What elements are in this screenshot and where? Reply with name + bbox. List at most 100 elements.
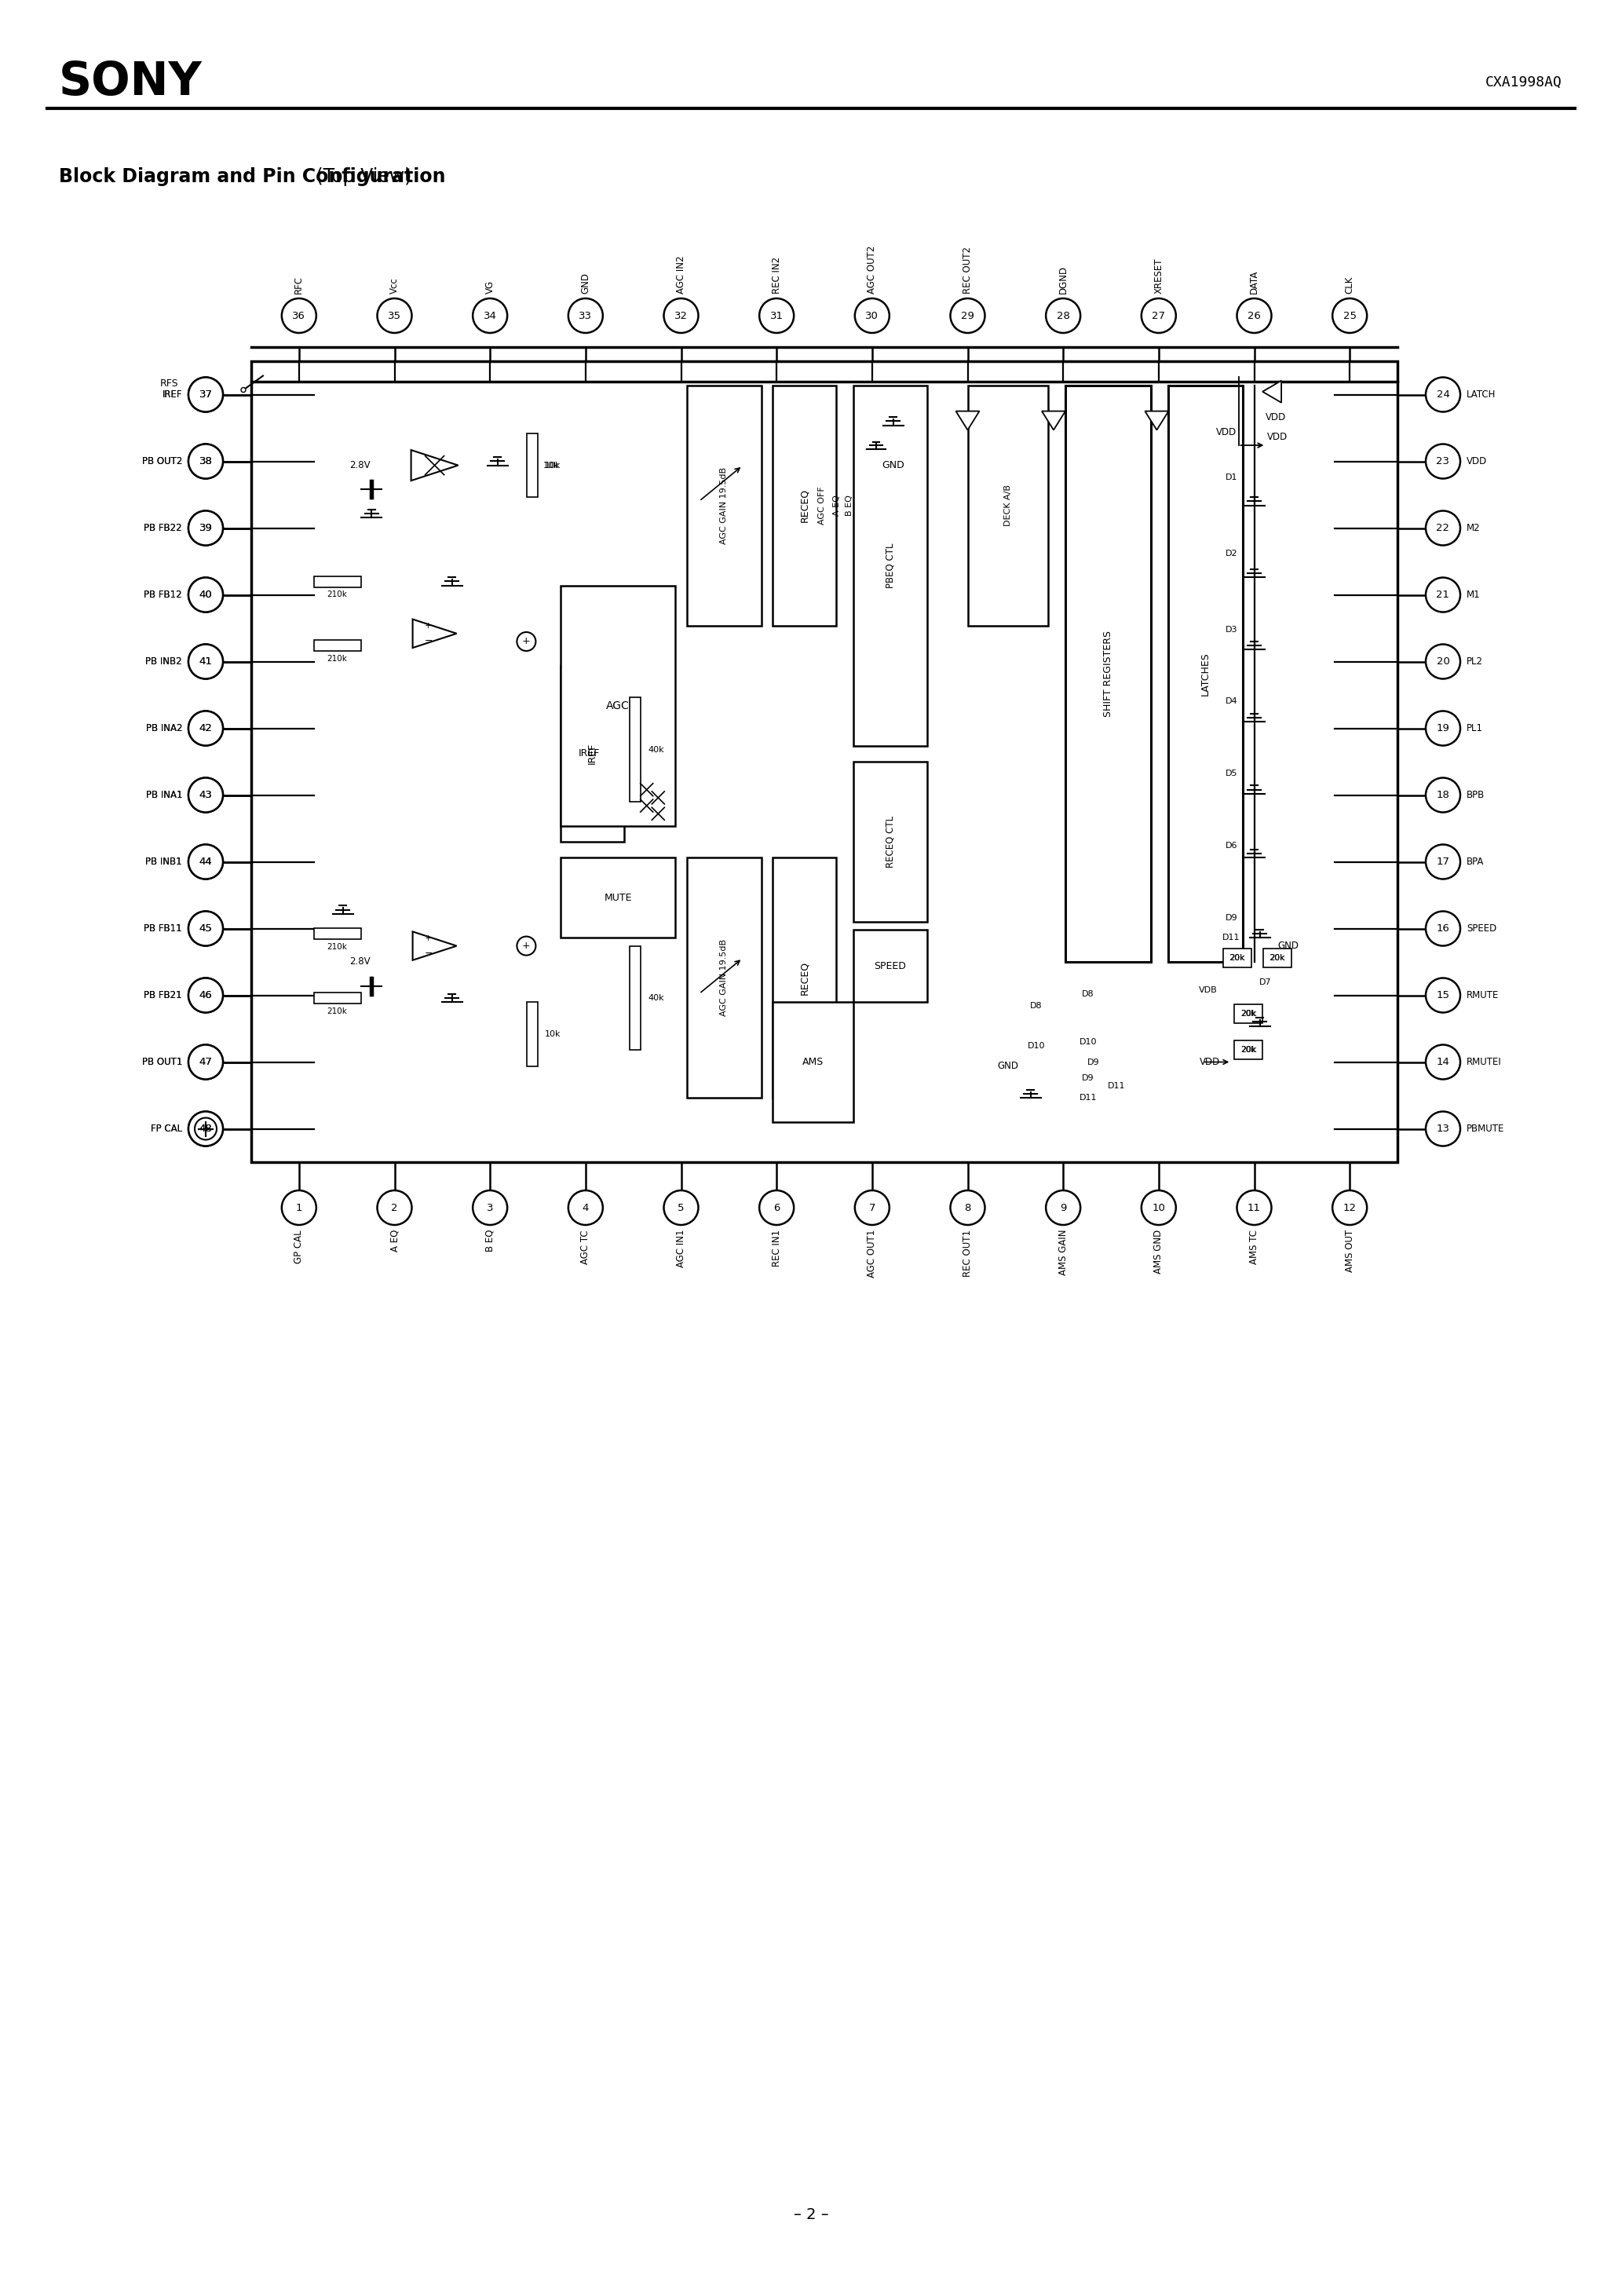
Text: 2.8V: 2.8V xyxy=(350,957,370,967)
Circle shape xyxy=(1426,1045,1460,1079)
Text: VDD: VDD xyxy=(1267,432,1288,443)
Text: 39: 39 xyxy=(200,523,212,533)
Text: VDD: VDD xyxy=(1265,413,1286,422)
Circle shape xyxy=(188,778,222,813)
Text: 10k: 10k xyxy=(545,1031,561,1038)
Text: PB INB2: PB INB2 xyxy=(146,657,182,666)
Text: A EQ: A EQ xyxy=(834,496,840,517)
Text: VDB: VDB xyxy=(1199,985,1218,994)
Text: VDD: VDD xyxy=(1466,457,1487,466)
Bar xyxy=(772,859,835,1097)
Text: 24: 24 xyxy=(1437,390,1450,400)
Text: AGC IN1: AGC IN1 xyxy=(676,1231,686,1267)
Text: AMS GND: AMS GND xyxy=(1153,1231,1163,1274)
Text: −: − xyxy=(425,636,433,647)
Text: 35: 35 xyxy=(388,310,401,321)
Text: 27: 27 xyxy=(1152,310,1165,321)
Bar xyxy=(629,698,641,801)
Text: 42: 42 xyxy=(200,723,212,732)
Text: IREF: IREF xyxy=(162,390,182,400)
Text: 37: 37 xyxy=(200,390,212,400)
Text: SPEED: SPEED xyxy=(1466,923,1497,934)
Polygon shape xyxy=(1262,381,1281,402)
Bar xyxy=(1223,948,1251,967)
Circle shape xyxy=(1046,298,1080,333)
Bar xyxy=(853,930,928,1001)
Text: 26: 26 xyxy=(1247,310,1260,321)
Text: D9: D9 xyxy=(1088,1058,1100,1065)
Text: 210k: 210k xyxy=(328,654,347,664)
Circle shape xyxy=(188,377,222,411)
Text: 43: 43 xyxy=(200,790,212,799)
Text: RMUTE: RMUTE xyxy=(1466,990,1499,1001)
Text: IREF: IREF xyxy=(587,744,597,765)
Text: IREF: IREF xyxy=(579,748,600,758)
Circle shape xyxy=(188,645,222,680)
Circle shape xyxy=(282,298,316,333)
Text: 20k: 20k xyxy=(1241,1047,1255,1054)
Text: 40k: 40k xyxy=(647,994,663,1001)
Text: 20k: 20k xyxy=(1229,953,1244,962)
Text: 210k: 210k xyxy=(328,1008,347,1015)
Circle shape xyxy=(188,712,222,746)
Text: PB FB11: PB FB11 xyxy=(144,923,182,934)
Text: 20k: 20k xyxy=(1241,1010,1257,1017)
Circle shape xyxy=(1426,579,1460,613)
Bar xyxy=(968,386,1048,625)
Bar xyxy=(772,386,835,625)
Text: AMS OUT: AMS OUT xyxy=(1345,1231,1354,1272)
Text: 5: 5 xyxy=(678,1203,684,1212)
Text: D1: D1 xyxy=(1225,473,1238,482)
Circle shape xyxy=(188,510,222,546)
Text: REC OUT2: REC OUT2 xyxy=(962,246,973,294)
Bar xyxy=(251,360,1398,1162)
Circle shape xyxy=(188,443,222,478)
Bar xyxy=(629,946,641,1049)
Text: D6: D6 xyxy=(1225,843,1238,850)
Text: 37: 37 xyxy=(200,390,212,400)
Text: CLK: CLK xyxy=(1345,276,1354,294)
Text: 45: 45 xyxy=(200,923,212,934)
Text: 46: 46 xyxy=(200,990,212,1001)
Text: 23: 23 xyxy=(1437,457,1450,466)
Bar xyxy=(853,762,928,923)
Text: RECEQ: RECEQ xyxy=(800,962,809,994)
Text: Vcc: Vcc xyxy=(389,278,399,294)
Circle shape xyxy=(195,1118,217,1139)
Circle shape xyxy=(950,1189,985,1226)
Text: PB OUT1: PB OUT1 xyxy=(141,1056,182,1068)
Text: 210k: 210k xyxy=(328,944,347,951)
Text: +: + xyxy=(425,934,431,941)
Text: LATCHES: LATCHES xyxy=(1200,652,1210,696)
Text: 40: 40 xyxy=(200,590,212,599)
Text: 10k: 10k xyxy=(543,461,560,468)
Text: 48: 48 xyxy=(200,1123,212,1134)
Circle shape xyxy=(1142,1189,1176,1226)
Text: 32: 32 xyxy=(675,310,688,321)
Text: 41: 41 xyxy=(200,657,212,666)
Text: PBEQ CTL: PBEQ CTL xyxy=(886,542,895,588)
Text: 8: 8 xyxy=(965,1203,972,1212)
Text: 34: 34 xyxy=(483,310,496,321)
Text: 29: 29 xyxy=(960,310,975,321)
Polygon shape xyxy=(412,932,457,960)
Circle shape xyxy=(759,1189,793,1226)
Text: 9: 9 xyxy=(1059,1203,1066,1212)
Circle shape xyxy=(188,1111,222,1146)
Text: 20k: 20k xyxy=(1241,1047,1257,1054)
Text: DECK A/B: DECK A/B xyxy=(1004,484,1012,526)
Bar xyxy=(1066,386,1152,962)
Circle shape xyxy=(855,298,889,333)
Text: 36: 36 xyxy=(292,310,305,321)
Text: 38: 38 xyxy=(200,457,212,466)
Text: CXA1998AQ: CXA1998AQ xyxy=(1486,76,1562,90)
Text: 40: 40 xyxy=(200,590,212,599)
Polygon shape xyxy=(410,450,457,480)
Text: PB FB12: PB FB12 xyxy=(144,590,182,599)
Circle shape xyxy=(188,1045,222,1079)
Circle shape xyxy=(1426,978,1460,1013)
Circle shape xyxy=(855,1189,889,1226)
Text: SPEED: SPEED xyxy=(874,960,907,971)
Bar xyxy=(527,434,537,498)
Text: (Top View): (Top View) xyxy=(310,168,412,186)
